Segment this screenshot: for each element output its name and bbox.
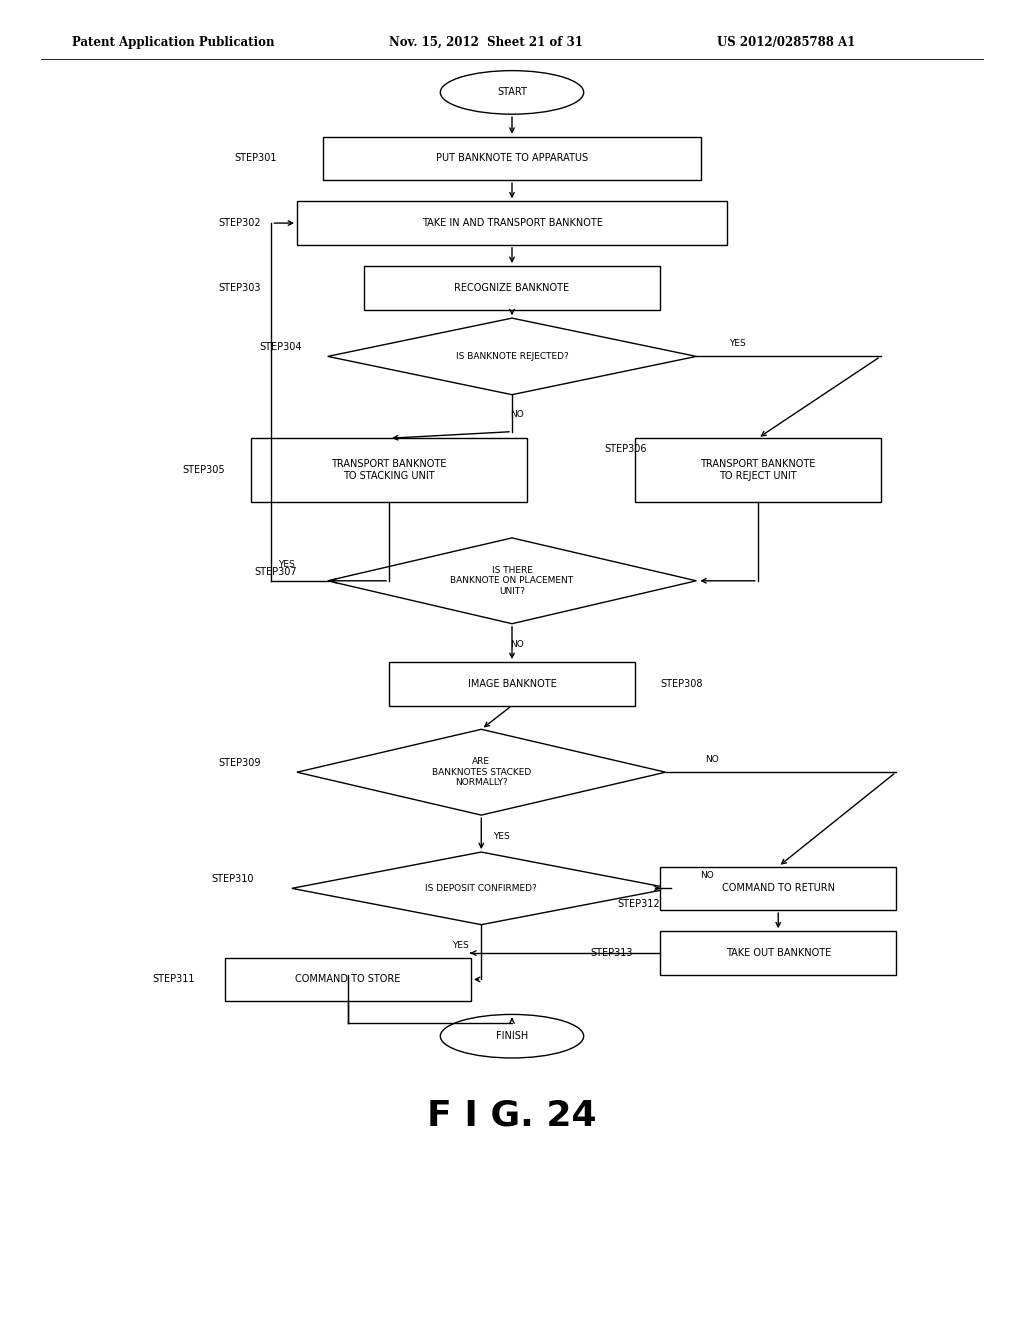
Text: IMAGE BANKNOTE: IMAGE BANKNOTE: [468, 678, 556, 689]
Text: NO: NO: [510, 640, 524, 649]
Text: STEP301: STEP301: [233, 153, 276, 164]
Text: STEP306: STEP306: [604, 444, 647, 454]
Text: STEP308: STEP308: [660, 678, 703, 689]
Text: YES: YES: [279, 561, 295, 569]
Ellipse shape: [440, 70, 584, 114]
Text: US 2012/0285788 A1: US 2012/0285788 A1: [717, 36, 855, 49]
Text: YES: YES: [729, 339, 745, 347]
Polygon shape: [292, 853, 671, 924]
Text: IS DEPOSIT CONFIRMED?: IS DEPOSIT CONFIRMED?: [425, 884, 538, 892]
FancyBboxPatch shape: [635, 438, 881, 502]
Text: Patent Application Publication: Patent Application Publication: [72, 36, 274, 49]
Text: ARE
BANKNOTES STACKED
NORMALLY?: ARE BANKNOTES STACKED NORMALLY?: [432, 758, 530, 787]
Text: PUT BANKNOTE TO APPARATUS: PUT BANKNOTE TO APPARATUS: [436, 153, 588, 164]
FancyBboxPatch shape: [251, 438, 527, 502]
Text: TAKE OUT BANKNOTE: TAKE OUT BANKNOTE: [726, 948, 830, 958]
FancyBboxPatch shape: [660, 932, 896, 974]
Text: IS THERE
BANKNOTE ON PLACEMENT
UNIT?: IS THERE BANKNOTE ON PLACEMENT UNIT?: [451, 566, 573, 595]
FancyBboxPatch shape: [389, 663, 635, 706]
Text: STEP313: STEP313: [590, 948, 633, 958]
Text: STEP303: STEP303: [218, 282, 261, 293]
Text: IS BANKNOTE REJECTED?: IS BANKNOTE REJECTED?: [456, 352, 568, 360]
Text: NO: NO: [699, 871, 714, 879]
Text: STEP304: STEP304: [259, 342, 302, 352]
Text: NO: NO: [510, 411, 524, 418]
Polygon shape: [297, 729, 666, 816]
Text: STEP307: STEP307: [254, 566, 297, 577]
Text: STEP309: STEP309: [218, 758, 261, 768]
Text: STEP310: STEP310: [211, 874, 254, 884]
Text: YES: YES: [453, 941, 469, 950]
Ellipse shape: [440, 1014, 584, 1059]
FancyBboxPatch shape: [323, 136, 701, 180]
Text: STEP312: STEP312: [617, 899, 660, 909]
Text: COMMAND TO STORE: COMMAND TO STORE: [296, 974, 400, 985]
Text: STEP305: STEP305: [182, 465, 225, 475]
Text: COMMAND TO RETURN: COMMAND TO RETURN: [722, 883, 835, 894]
FancyBboxPatch shape: [297, 201, 727, 244]
Text: START: START: [497, 87, 527, 98]
FancyBboxPatch shape: [225, 958, 471, 1001]
Text: STEP311: STEP311: [152, 974, 195, 985]
Polygon shape: [328, 318, 696, 395]
Text: Nov. 15, 2012  Sheet 21 of 31: Nov. 15, 2012 Sheet 21 of 31: [389, 36, 583, 49]
Polygon shape: [328, 539, 696, 623]
FancyBboxPatch shape: [660, 866, 896, 911]
Text: NO: NO: [705, 755, 719, 763]
Text: F I G. 24: F I G. 24: [427, 1098, 597, 1133]
FancyBboxPatch shape: [364, 265, 660, 309]
Text: YES: YES: [494, 832, 510, 841]
Text: RECOGNIZE BANKNOTE: RECOGNIZE BANKNOTE: [455, 282, 569, 293]
Text: STEP302: STEP302: [218, 218, 261, 228]
Text: TRANSPORT BANKNOTE
TO STACKING UNIT: TRANSPORT BANKNOTE TO STACKING UNIT: [332, 459, 446, 480]
Text: TRANSPORT BANKNOTE
TO REJECT UNIT: TRANSPORT BANKNOTE TO REJECT UNIT: [700, 459, 815, 480]
Text: FINISH: FINISH: [496, 1031, 528, 1041]
Text: TAKE IN AND TRANSPORT BANKNOTE: TAKE IN AND TRANSPORT BANKNOTE: [422, 218, 602, 228]
